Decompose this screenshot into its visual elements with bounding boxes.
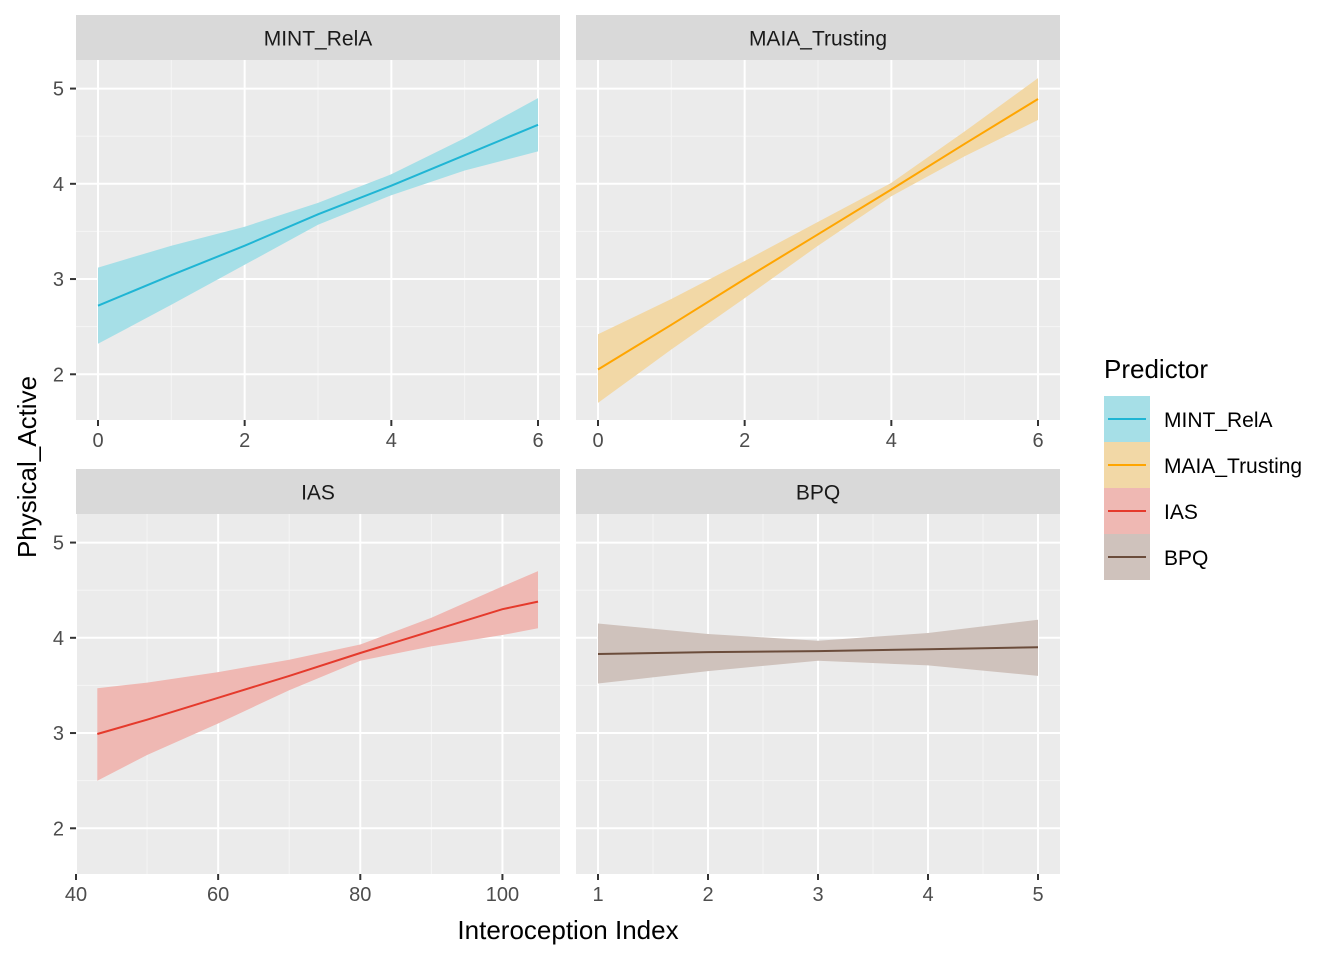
y-tick-label: 5 xyxy=(53,79,64,101)
panels-layer: MINT_RelA 2 3 4 5 0 2 4 6 MAIA_Trusting 0 2 4 6 IAS 2 3 4… xyxy=(53,15,1060,906)
x-tick-label: 60 xyxy=(207,884,229,906)
x-tick-label: 5 xyxy=(1032,884,1043,906)
legend-title: Predictor xyxy=(1104,354,1208,384)
x-tick-label: 4 xyxy=(386,430,397,452)
series-line xyxy=(597,646,1039,655)
legend-label: BPQ xyxy=(1164,547,1208,570)
facet-panel: IAS 2 3 4 5 40 60 80 100 xyxy=(53,469,560,906)
legend-label: MINT_RelA xyxy=(1164,409,1273,432)
confidence-ribbon xyxy=(97,571,539,781)
x-tick-label: 80 xyxy=(349,884,371,906)
y-axis-label: Physical_Active xyxy=(12,376,42,558)
legend-keys: MINT_RelA MAIA_Trusting IAS BPQ xyxy=(1104,396,1302,580)
facet-strip xyxy=(76,15,560,60)
legend-item: IAS xyxy=(1104,488,1198,534)
x-tick-label: 4 xyxy=(886,430,897,452)
x-tick-label: 6 xyxy=(1032,430,1043,452)
facet-title: MINT_RelA xyxy=(264,28,373,51)
x-tick-label: 0 xyxy=(92,430,103,452)
y-tick-label: 4 xyxy=(53,174,64,196)
legend-item: BPQ xyxy=(1104,534,1208,580)
y-tick-label: 2 xyxy=(53,818,64,840)
y-tick-label: 5 xyxy=(53,533,64,555)
x-tick-label: 1 xyxy=(592,884,603,906)
legend: Predictor MINT_RelA MAIA_Trusting IAS BPQ xyxy=(1104,354,1302,580)
x-tick-label: 40 xyxy=(65,884,87,906)
y-tick-label: 3 xyxy=(53,269,64,291)
facet-strip xyxy=(576,469,1060,514)
legend-label: IAS xyxy=(1164,501,1198,524)
facet-strip xyxy=(76,469,560,514)
x-tick-label: 4 xyxy=(922,884,933,906)
x-tick-label: 0 xyxy=(592,430,603,452)
series-line xyxy=(97,600,539,735)
x-tick-label: 2 xyxy=(702,884,713,906)
confidence-ribbon xyxy=(598,78,1038,403)
facet-panel: BPQ 1 2 3 4 5 xyxy=(576,469,1060,906)
legend-item: MINT_RelA xyxy=(1104,396,1273,442)
facet-panel: MINT_RelA 2 3 4 5 0 2 4 6 xyxy=(53,15,560,452)
legend-label: MAIA_Trusting xyxy=(1164,455,1302,478)
confidence-ribbon xyxy=(98,98,538,344)
y-tick-label: 3 xyxy=(53,723,64,745)
x-tick-label: 2 xyxy=(739,430,750,452)
x-tick-label: 100 xyxy=(486,884,519,906)
x-tick-label: 6 xyxy=(532,430,543,452)
series-line xyxy=(597,98,1039,371)
series-line xyxy=(97,123,539,307)
x-axis-label: Interoception Index xyxy=(457,915,678,945)
facet-panel: MAIA_Trusting 0 2 4 6 xyxy=(576,15,1060,452)
y-tick-label: 2 xyxy=(53,364,64,386)
x-tick-label: 2 xyxy=(239,430,250,452)
facet-strip xyxy=(576,15,1060,60)
facet-title: MAIA_Trusting xyxy=(749,28,887,51)
facet-title: BPQ xyxy=(796,482,840,505)
x-tick-label: 3 xyxy=(812,884,823,906)
legend-item: MAIA_Trusting xyxy=(1104,442,1302,488)
facet-title: IAS xyxy=(301,482,335,505)
y-tick-label: 4 xyxy=(53,628,64,650)
